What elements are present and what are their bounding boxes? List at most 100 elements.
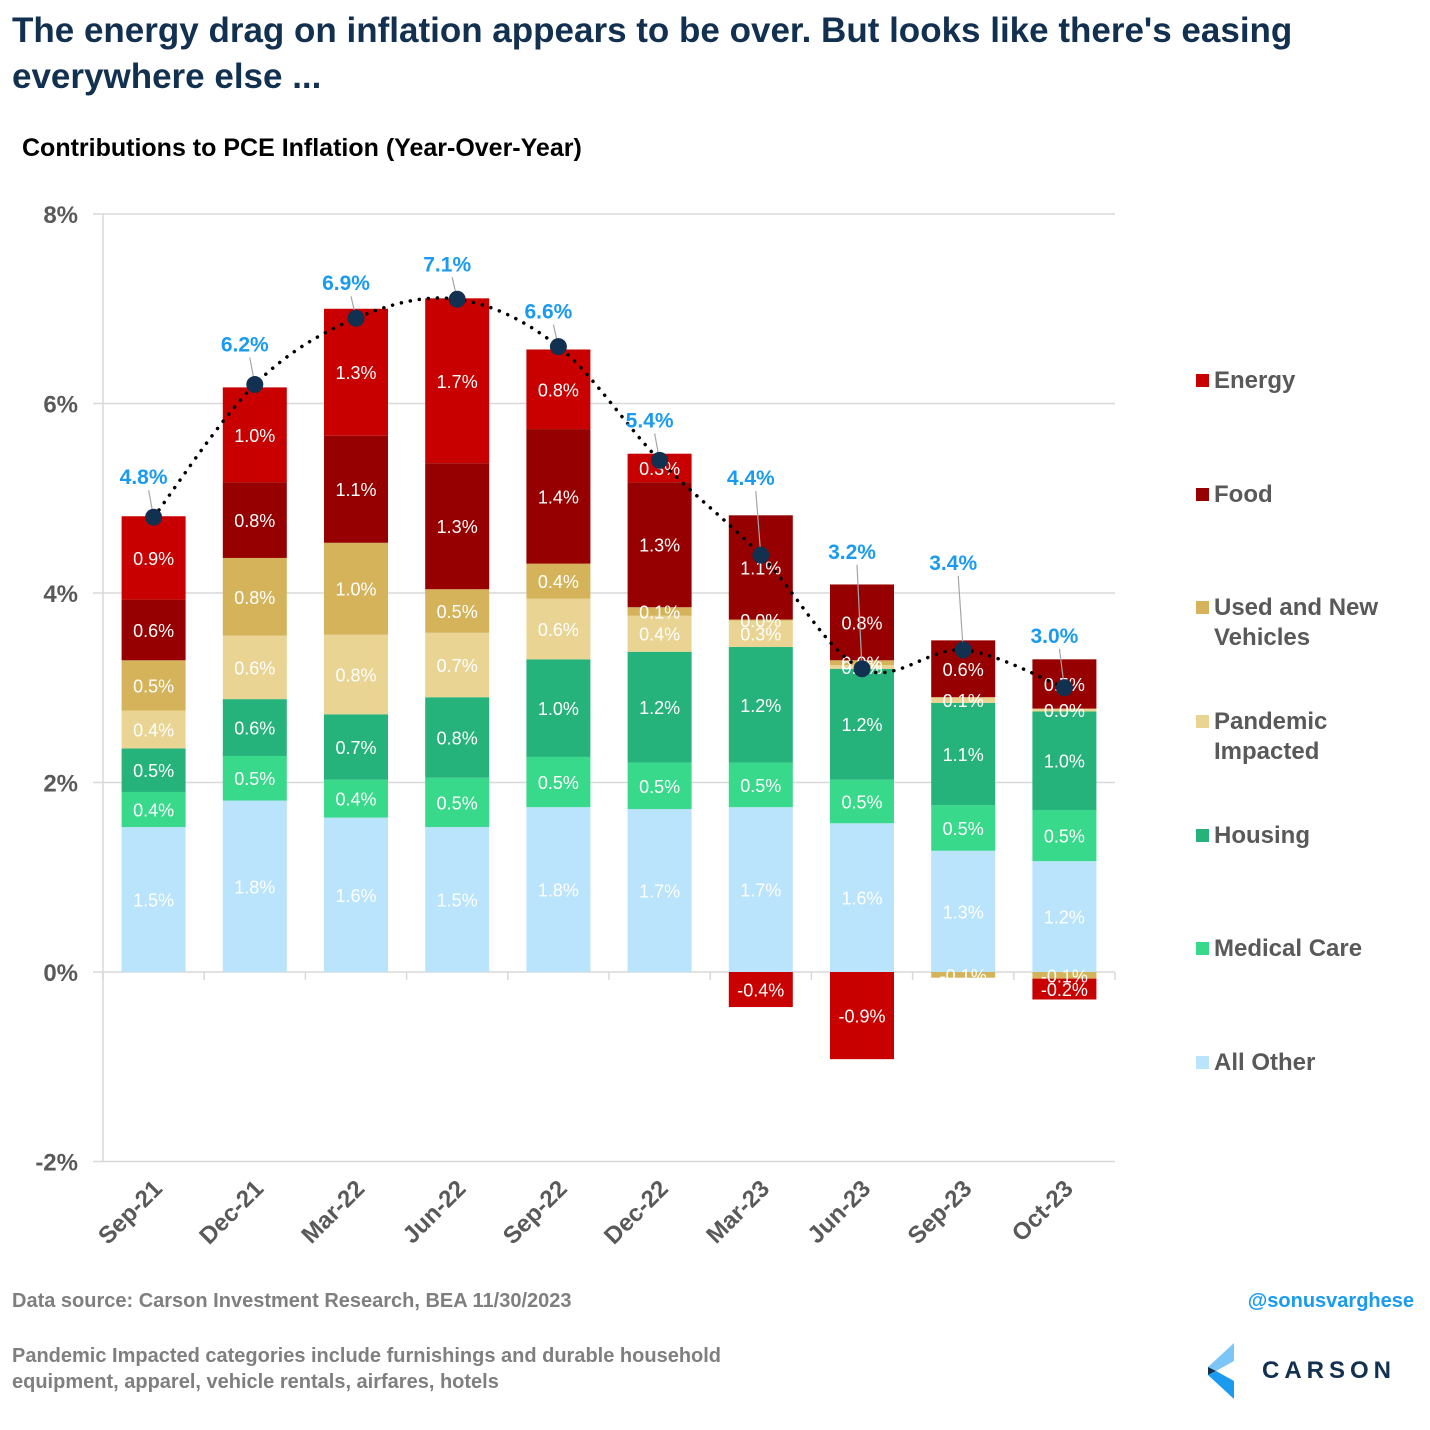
- bar-segment: [425, 827, 490, 972]
- x-tick-label: Mar-22: [296, 1175, 370, 1249]
- bar-segment: [1032, 972, 1097, 979]
- bar-segment: [1032, 978, 1097, 1000]
- carson-logo-text: CARSON: [1262, 1357, 1397, 1384]
- carson-logo: CARSON: [1208, 1343, 1396, 1399]
- total-marker: [752, 546, 770, 564]
- y-tick-label: 0%: [43, 960, 78, 987]
- bar-segment: [830, 668, 894, 780]
- segment-label: 1.2%: [841, 715, 882, 735]
- segment-label: 0.8%: [538, 380, 579, 400]
- legend-item: Used and New Vehicles: [1196, 593, 1426, 653]
- legend-item: Energy: [1196, 366, 1426, 396]
- bar-segment: [222, 755, 287, 801]
- segment-label: 1.2%: [639, 698, 680, 718]
- bar-segment: [627, 809, 692, 972]
- legend-label: Pandemic Impacted: [1214, 708, 1328, 765]
- total-line: 4.8% 6.2% 6.9% 7.1% 6.6% 5.4% 4.4% 3.2% 3.4% 3.0%: [120, 253, 1079, 697]
- bar-segment: [526, 756, 591, 808]
- bar-segment: [425, 697, 490, 778]
- total-marker: [246, 376, 264, 394]
- bar-segment: [222, 387, 287, 483]
- legend-item: Pandemic Impacted: [1196, 707, 1426, 767]
- total-marker: [347, 309, 365, 327]
- total-label: 4.4%: [727, 467, 775, 490]
- bar-segment: [222, 635, 287, 700]
- bar-segment: [526, 429, 591, 564]
- segment-label: 0.9%: [133, 549, 174, 569]
- segment-label: 1.5%: [133, 891, 174, 911]
- segment-label: 0.7%: [335, 738, 376, 758]
- segment-label: 1.3%: [335, 363, 376, 383]
- segment-labels: 1.5% 1.8% 1.6% 1.5% 1.8% 1.7% 1.7% 1.6% 1.3% 1.2%…: [133, 363, 1088, 1026]
- legend-label: Medical Care: [1214, 935, 1363, 962]
- bar-segment: [728, 620, 793, 648]
- segment-label: 1.6%: [841, 889, 882, 909]
- total-marker: [651, 451, 669, 469]
- total-label: 3.2%: [828, 541, 876, 564]
- segment-label: 1.0%: [234, 426, 275, 446]
- bar-segment: [931, 850, 996, 972]
- x-tick-label: Mar-23: [701, 1175, 775, 1249]
- legend-label: All Other: [1214, 1049, 1316, 1076]
- segment-label: 1.8%: [538, 881, 579, 901]
- bar-segment: [627, 482, 692, 608]
- segment-label: 1.4%: [538, 487, 579, 507]
- x-tick-label: Sep-23: [903, 1175, 978, 1250]
- total-label: 3.4%: [929, 552, 977, 575]
- segment-label: 0.5%: [841, 792, 882, 812]
- segment-label: 0.6%: [234, 719, 275, 739]
- segment-label: 1.1%: [943, 745, 984, 765]
- bar-segment: [931, 972, 996, 978]
- legend-swatch-icon: [1196, 715, 1209, 728]
- bar-segment: [830, 779, 894, 824]
- legend-item: Medical Care: [1196, 934, 1426, 964]
- bar-segment: [121, 791, 186, 828]
- segment-label: 1.1%: [740, 558, 781, 578]
- x-tick-label: Oct-23: [1007, 1175, 1079, 1247]
- headline: The energy drag on inflation appears to …: [12, 11, 1293, 96]
- x-tick-label: Jun-22: [398, 1175, 472, 1249]
- total-marker: [145, 508, 163, 526]
- segment-label: 0.0%: [740, 611, 781, 631]
- segment-label: -0.9%: [838, 1007, 885, 1027]
- bar-segment: [627, 762, 692, 810]
- segment-label: 0.8%: [234, 511, 275, 531]
- segment-label: 0.5%: [437, 602, 478, 622]
- segment-label: 0.3%: [639, 459, 680, 479]
- bar-segment: [526, 659, 591, 757]
- segment-label: 0.3%: [740, 625, 781, 645]
- twitter-handle[interactable]: @sonusvarghese: [1247, 1290, 1414, 1312]
- segment-label: 1.3%: [639, 536, 680, 556]
- stacked-bar-chart: 1.5% 1.8% 1.6% 1.5% 1.8% 1.7% 1.7% 1.6% 1.3% 1.2%…: [35, 202, 1116, 1250]
- segment-label: 0.8%: [841, 613, 882, 633]
- segment-label: 0.6%: [234, 658, 275, 678]
- bar-segment: [627, 615, 692, 652]
- total-marker: [853, 660, 871, 678]
- bar-segment: [931, 702, 996, 806]
- bar-segment: [931, 697, 996, 703]
- legend-swatch-icon: [1196, 942, 1209, 955]
- bar-segment: [728, 762, 793, 808]
- segment-label: 0.6%: [133, 621, 174, 641]
- total-label: 6.9%: [322, 272, 370, 295]
- segment-label: 0.4%: [133, 720, 174, 740]
- segment-label: 1.1%: [335, 480, 376, 500]
- bar-segment: [324, 714, 388, 780]
- segment-label: 0.8%: [335, 665, 376, 685]
- legend-item: All Other: [1196, 1048, 1426, 1078]
- bar-segment: [222, 699, 287, 756]
- bar-segment: [425, 632, 490, 698]
- segment-label: 0.5%: [437, 793, 478, 813]
- bar-segment: [1032, 708, 1097, 712]
- segment-label: 0.0%: [1044, 701, 1085, 721]
- y-tick-label: 8%: [43, 202, 78, 229]
- y-tick-label: -2%: [35, 1150, 78, 1177]
- segment-label: 1.8%: [234, 877, 275, 897]
- segment-label: 0.5%: [740, 776, 781, 796]
- y-tick-label: 6%: [43, 392, 78, 419]
- bar-segment: [425, 298, 490, 464]
- segment-label: 1.0%: [335, 580, 376, 600]
- data-source: Data source: Carson Investment Research,…: [12, 1290, 572, 1312]
- total-marker: [1055, 679, 1073, 697]
- segment-label: 0.5%: [943, 819, 984, 839]
